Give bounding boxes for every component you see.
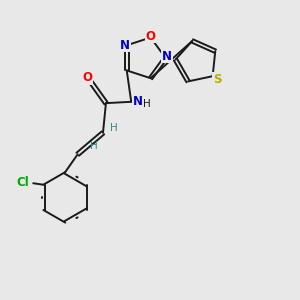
- Text: N: N: [120, 39, 130, 52]
- Text: S: S: [213, 73, 221, 86]
- Text: H: H: [90, 141, 98, 151]
- Text: O: O: [146, 29, 156, 43]
- Text: H: H: [110, 122, 118, 133]
- Text: N: N: [162, 50, 172, 63]
- Text: H: H: [143, 99, 151, 109]
- Text: N: N: [133, 94, 143, 108]
- Text: O: O: [82, 71, 92, 84]
- Text: Cl: Cl: [16, 176, 29, 189]
